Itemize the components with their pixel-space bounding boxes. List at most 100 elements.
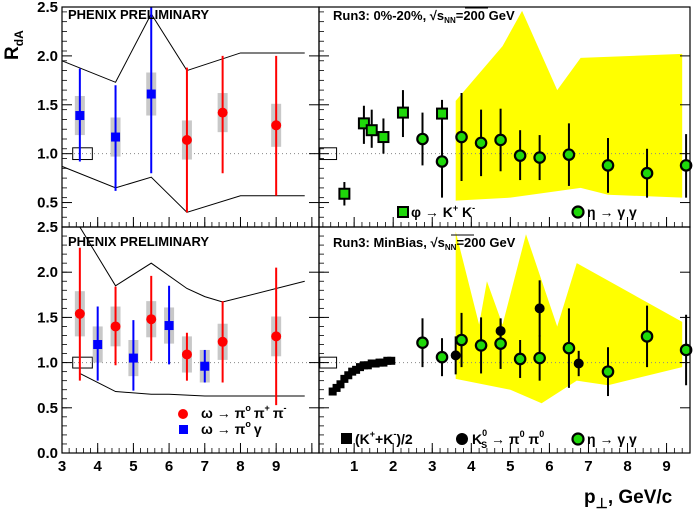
panel-top-left [61,7,319,213]
run-label-bottom: Run3: MinBias, √sNN=200 GeV [333,235,516,252]
x-tick-label: 4 [94,458,103,475]
data-point [435,350,449,364]
legend-phi-marker [397,206,409,218]
x-axis-title: p⊥, GeV/c [584,487,673,511]
phenix-preliminary-top: PHENIX PRELIMINARY [68,7,209,22]
x-tick-label: 9 [662,458,670,475]
data-point [416,132,429,146]
y-tick-label: 1.5 [37,309,58,326]
data-point [494,133,507,147]
data-point [416,336,429,350]
data-point [110,321,121,332]
x-tick-label: 5 [506,458,514,475]
data-point [181,134,192,145]
y-axis-title: RdA [2,30,26,60]
legend-eta-top: η → γ γ [571,204,637,220]
data-point [436,107,449,120]
legend-omega-pipipi: ω → πo π+ π- [178,403,287,421]
y-tick-label: 2.5 [37,0,58,16]
data-point [640,330,654,343]
x-tick-label: 1 [350,458,358,475]
envelope-upper-line [61,12,305,83]
y-tick-label: 1.5 [37,97,58,114]
x-tick-label: 7 [201,458,209,475]
data-point [75,111,85,121]
x-tick-label: 2 [389,458,397,475]
run-label-top: Run3: 0%-20%, √sNN=200 GeV [333,8,515,25]
data-point [146,89,156,99]
x-tick-label: 6 [165,458,173,475]
data-point [377,131,390,144]
legend-ks-label: K0 S → π0 π0 [472,428,544,450]
data-point [387,356,396,365]
data-point [181,349,192,360]
data-point [533,151,546,164]
legend-kk-marker [341,433,352,444]
data-point [513,149,527,162]
data-point [336,380,345,389]
phenix-preliminary-bottom: PHENIX PRELIMINARY [68,234,209,249]
data-point [74,308,85,319]
legend-eta-bottom-label: η → γ γ [587,431,637,447]
data-point [474,339,488,352]
data-point [357,117,370,130]
normalization-box [72,147,93,161]
data-point [601,365,615,378]
data-point [494,337,507,350]
data-point [128,353,138,363]
data-point [640,166,654,180]
x-tick-label: 6 [545,458,553,475]
envelope-lower-line [79,373,305,397]
y-tick-label: 1.0 [37,355,58,372]
legend-omega-pipipi-marker [178,409,188,419]
data-point [562,341,576,355]
y-tick-label: 0.5 [37,400,58,417]
data-point [534,303,545,314]
data-point [562,148,576,161]
legend-kk-label: (K++K-)/2 [355,429,413,447]
data-point [396,106,409,119]
y-tick-label: 0.0 [37,445,58,462]
data-point [513,352,527,366]
legend-omega-pipipi-label: ω → πo π+ π- [201,403,287,421]
frame-bottom-right [318,226,691,454]
data-point [679,343,693,357]
x-tick-label: 9 [272,458,280,475]
data-point [338,187,351,200]
legend-ks-marker [456,433,468,445]
data-point [365,124,378,137]
legend-eta-top-marker [571,205,585,219]
legend-phi-label: φ → K+ K- [411,203,475,220]
y-tick-label: 1.0 [37,146,58,163]
data-point [679,159,693,172]
data-point [271,331,282,342]
data-point [164,321,174,331]
data-point [146,314,157,325]
data-point [533,351,546,365]
data-point [455,130,468,144]
legend-omega-pigamma-label: ω → πo γ [201,419,262,437]
data-point [474,136,488,150]
x-tick-label: 3 [58,458,66,475]
x-tick-label: 8 [623,458,631,475]
x-tick-label: 5 [129,458,137,475]
data-point [455,333,468,347]
legend-kk: (K++K-)/2 [341,429,413,447]
x-tick-label: 8 [236,458,244,475]
data-point [217,107,228,118]
envelope-lower-line [61,165,305,213]
normalization-box [72,356,93,369]
data-point [200,361,210,371]
legend-ks: K0 S → π0 π0 [456,428,544,450]
x-tick-label: 7 [584,458,592,475]
legend-eta-bottom: η → γ γ [571,431,637,447]
data-point [435,155,449,168]
panel-bottom-right [319,231,693,404]
y-tick-label: 2.0 [37,48,58,65]
panel-bottom-left [62,226,319,406]
data-point [271,120,282,131]
data-point [573,358,584,369]
data-point [93,340,103,350]
y-tick-label: 2.0 [37,264,58,281]
